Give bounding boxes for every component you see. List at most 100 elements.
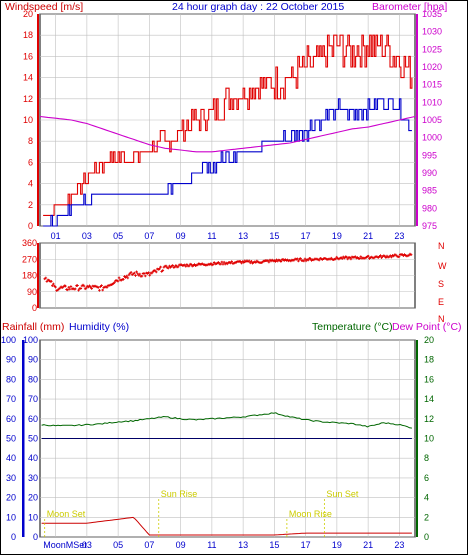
rainfall-tick-label: 30: [6, 473, 16, 483]
rainfall-line: [41, 516, 412, 536]
direction-point: [409, 253, 413, 256]
direction-point: [346, 257, 349, 261]
direction-point: [389, 254, 392, 257]
direction-point: [247, 259, 251, 263]
humidity-tick-label: 10: [28, 512, 38, 522]
barometer-line: [39, 115, 416, 153]
direction-point: [54, 285, 57, 289]
direction-point: [158, 267, 161, 271]
direction-point: [296, 257, 299, 261]
wind-hour-label: 15: [269, 231, 279, 241]
wind-hour-label: 21: [363, 231, 373, 241]
direction-point: [190, 263, 193, 266]
rainfall-tick-label: 20: [6, 493, 16, 503]
direction-point: [174, 264, 178, 267]
humidity-tick-label: 100: [23, 335, 38, 345]
rainfall-tick-label: 80: [6, 374, 16, 384]
direction-point: [254, 261, 258, 264]
dewpoint-axis-label: Dew Point (°C): [392, 321, 462, 333]
direction-point: [135, 270, 138, 274]
barometer-tick-label: 990: [422, 168, 437, 178]
direction-point: [82, 284, 86, 288]
windspeed-tick-label: 12: [23, 94, 33, 104]
barometer-tick-label: 975: [422, 221, 437, 231]
direction-point: [64, 284, 67, 288]
wind-hour-label: 11: [207, 231, 216, 241]
direction-point: [127, 273, 131, 277]
direction-point: [142, 272, 146, 275]
windspeed-tick-label: 6: [28, 157, 33, 167]
direction-point: [349, 257, 353, 261]
direction-point: [173, 265, 177, 269]
annotation-label: Sun Rise: [161, 489, 198, 499]
barometer-tick-label: 985: [422, 186, 437, 196]
direction-point: [209, 262, 213, 265]
direction-point: [367, 254, 370, 258]
compass-letter: E: [438, 297, 444, 307]
direction-point: [239, 260, 242, 263]
direction-point: [176, 265, 180, 269]
direction-point: [79, 287, 83, 290]
annotation-label: Moon Rise: [289, 509, 332, 519]
direction-point: [266, 259, 270, 262]
direction-point: [397, 255, 401, 258]
rainfall-tick-label: 90: [6, 355, 16, 365]
rainfall-tick-label: 10: [6, 512, 16, 522]
direction-point: [317, 258, 321, 262]
rain-hour-label: 03: [82, 540, 92, 550]
direction-point: [134, 274, 137, 277]
wind-panel-series: [39, 34, 416, 227]
barometer-axis-label: Barometer [hpa]: [372, 1, 447, 13]
direction-point: [185, 263, 189, 266]
direction-point: [240, 261, 243, 265]
direction-tick-label: 0: [32, 303, 37, 313]
rainfall-tick-label: 0: [11, 532, 16, 542]
direction-point: [359, 255, 363, 258]
direction-point: [125, 274, 128, 278]
windspeed-tick-label: 18: [23, 30, 33, 40]
wind-panel-hour-ticks: 01 03 05 07 09 11 13 15 17 19 21 23: [51, 231, 405, 241]
direction-point: [279, 260, 283, 263]
direction-point: [340, 257, 344, 260]
rain-hour-label: 07: [144, 540, 154, 550]
rain-hour-label: 09: [176, 540, 186, 550]
rain-hour-label: 19: [332, 540, 342, 550]
barometer-tick-label: 1020: [422, 62, 442, 72]
temperature-tick-label: 12: [424, 414, 434, 424]
temperature-ticks: 0 2 4 6 8 10 12 14 16 18 20: [424, 335, 434, 542]
annotation-label: Moon Set: [47, 509, 86, 519]
windspeed-tick-label: 16: [23, 51, 33, 61]
wind-hour-label: 17: [301, 231, 311, 241]
humidity-tick-label: 50: [28, 434, 38, 444]
direction-point: [297, 259, 300, 263]
direction-point: [220, 260, 224, 264]
direction-point: [184, 265, 188, 268]
direction-point: [113, 280, 116, 284]
direction-point: [303, 257, 307, 261]
temperature-tick-label: 0: [424, 532, 429, 542]
wind-gust-line: [43, 34, 413, 216]
direction-point: [117, 276, 121, 280]
direction-point: [171, 264, 174, 267]
direction-point: [183, 263, 186, 267]
direction-point: [379, 254, 382, 257]
direction-point: [148, 273, 151, 277]
direction-point: [159, 265, 162, 269]
wind-hour-label: 01: [51, 231, 61, 241]
direction-point: [77, 288, 80, 292]
rain-hour-label: 05: [113, 540, 123, 550]
direction-point: [101, 288, 104, 292]
wind-hour-label: 13: [238, 231, 248, 241]
direction-point: [44, 276, 48, 280]
windspeed-tick-label: 0: [28, 221, 33, 231]
humidity-tick-label: 0: [33, 532, 38, 542]
windspeed-tick-label: 2: [28, 200, 33, 210]
wind-panel-grid: [37, 13, 418, 227]
direction-tick-label: 180: [22, 271, 37, 281]
wind-hour-label: 03: [82, 231, 92, 241]
temperature-tick-label: 2: [424, 512, 429, 522]
direction-point: [105, 286, 109, 289]
rain-hour-label: 15: [269, 540, 279, 550]
direction-point: [249, 261, 252, 265]
